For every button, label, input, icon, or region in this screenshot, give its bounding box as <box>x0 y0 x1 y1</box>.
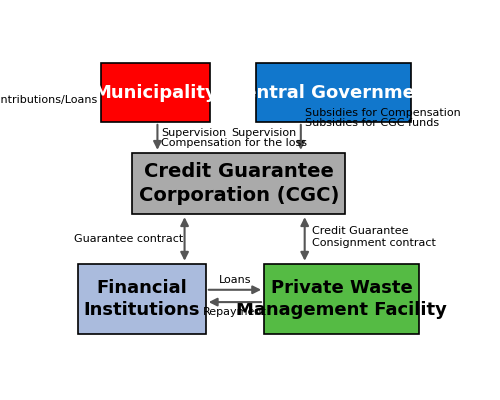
Text: Subsidies for CGC funds: Subsidies for CGC funds <box>304 118 439 128</box>
Text: Supervision: Supervision <box>162 128 226 138</box>
Text: Private Waste
Management Facility: Private Waste Management Facility <box>236 279 447 319</box>
Text: Municipality: Municipality <box>94 84 218 102</box>
Text: Compensation for the loss: Compensation for the loss <box>162 138 308 148</box>
Text: Repayment: Repayment <box>203 307 267 317</box>
FancyBboxPatch shape <box>78 264 206 334</box>
FancyBboxPatch shape <box>256 64 411 122</box>
Text: Consignment contract: Consignment contract <box>312 238 436 248</box>
Text: Contributions/Loans: Contributions/Loans <box>0 95 98 105</box>
Text: Financial
Institutions: Financial Institutions <box>84 279 200 319</box>
FancyBboxPatch shape <box>264 264 419 334</box>
FancyBboxPatch shape <box>132 153 346 214</box>
Text: Credit Guarantee
Corporation (CGC): Credit Guarantee Corporation (CGC) <box>138 162 339 205</box>
Text: Credit Guarantee: Credit Guarantee <box>312 226 409 236</box>
Text: Supervision: Supervision <box>232 128 297 138</box>
FancyBboxPatch shape <box>101 64 210 122</box>
Text: Subsidies for Compensation: Subsidies for Compensation <box>304 108 460 118</box>
Text: Central Government: Central Government <box>231 84 436 102</box>
Text: Loans: Loans <box>218 275 251 285</box>
Text: Guarantee contract: Guarantee contract <box>74 234 184 244</box>
